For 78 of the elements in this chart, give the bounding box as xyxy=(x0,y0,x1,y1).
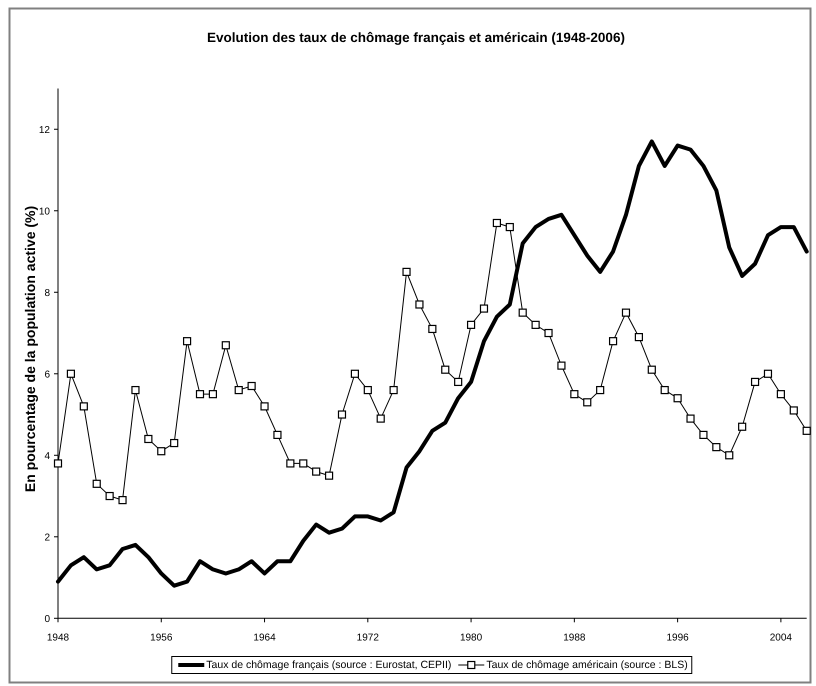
point xyxy=(518,308,527,317)
point xyxy=(234,386,243,394)
x-tick-label: 2004 xyxy=(770,632,792,644)
point xyxy=(466,320,476,329)
point xyxy=(350,370,359,378)
point xyxy=(338,410,346,419)
x-tick-label: 1948 xyxy=(46,632,70,644)
x-tick-label: 1988 xyxy=(563,632,586,644)
point xyxy=(157,447,166,456)
point xyxy=(299,459,308,468)
y-tick-label: 0 xyxy=(44,614,50,625)
x-tick-label: 1980 xyxy=(460,632,483,644)
point xyxy=(532,320,540,329)
point xyxy=(660,386,669,394)
point xyxy=(260,402,269,410)
point xyxy=(699,430,708,440)
point xyxy=(182,337,192,346)
point xyxy=(454,378,462,386)
point xyxy=(648,366,656,374)
y-tick-label: 12 xyxy=(38,124,50,136)
point xyxy=(634,333,643,342)
y-tick-label: 8 xyxy=(44,288,50,299)
point xyxy=(402,268,411,276)
point xyxy=(170,438,178,448)
point xyxy=(312,467,320,476)
point xyxy=(776,390,785,398)
point xyxy=(196,390,204,398)
point xyxy=(80,402,88,410)
point xyxy=(273,430,282,440)
point xyxy=(750,378,760,386)
point xyxy=(802,426,811,435)
point xyxy=(492,218,501,228)
point xyxy=(674,394,682,402)
y-axis-title: En pourcentage de la population active (%) xyxy=(22,206,38,492)
point xyxy=(376,414,385,423)
y-tick-label: 2 xyxy=(44,532,50,544)
point xyxy=(544,328,553,338)
y-tick-label: 4 xyxy=(44,450,50,462)
point xyxy=(106,492,114,500)
point xyxy=(324,472,334,480)
x-tick-label: 1996 xyxy=(666,632,690,644)
point xyxy=(712,443,720,452)
point xyxy=(415,300,424,309)
legend-label: Taux de chômage américain (source : BLS) xyxy=(486,659,688,671)
x-tick-label: 1972 xyxy=(356,632,380,644)
point xyxy=(583,398,592,406)
point xyxy=(790,406,798,415)
point xyxy=(248,382,256,390)
point xyxy=(286,459,294,468)
point xyxy=(570,390,578,398)
point xyxy=(557,362,566,370)
point xyxy=(506,222,514,232)
point xyxy=(364,386,372,394)
point xyxy=(764,370,772,378)
point xyxy=(222,341,230,350)
point xyxy=(608,337,618,346)
point xyxy=(428,324,436,334)
point xyxy=(738,422,746,431)
point xyxy=(92,480,101,488)
legend-label: Taux de chômage français (source : Eurostat, CEPII) xyxy=(206,659,452,671)
point xyxy=(686,414,695,423)
point xyxy=(144,434,152,444)
x-tick-label: 1964 xyxy=(253,632,276,644)
point xyxy=(441,366,450,374)
y-tick-label: 6 xyxy=(44,369,50,380)
point xyxy=(131,386,140,394)
point xyxy=(622,308,630,317)
point xyxy=(54,459,62,468)
point xyxy=(208,390,218,398)
y-tick-label: 10 xyxy=(38,206,50,218)
x-tick-label: 1956 xyxy=(150,632,173,644)
point xyxy=(66,370,76,378)
chart-title: Evolution des taux de chômage français et américain (1948-2006) xyxy=(207,30,625,45)
point xyxy=(480,304,488,313)
point xyxy=(118,496,127,504)
point xyxy=(596,386,604,394)
point xyxy=(390,386,398,394)
point xyxy=(725,451,734,460)
